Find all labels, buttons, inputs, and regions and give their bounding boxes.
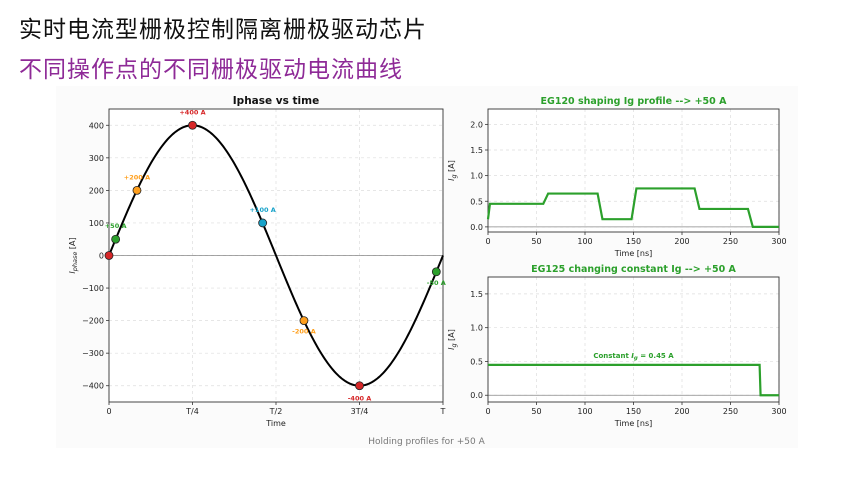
chart3-y-tick-label: 1.0 — [470, 324, 483, 333]
chart1-operating-point — [188, 120, 197, 130]
chart1-operating-point — [431, 267, 441, 277]
chart1-title: Iphase vs time — [233, 95, 319, 107]
chart2-x-tick-label: 50 — [531, 237, 541, 246]
chart2-y-tick-label: 1.0 — [470, 172, 483, 181]
chart1-x-tick-label: T/4 — [185, 407, 199, 416]
chart2-x-tick-label: 200 — [674, 237, 689, 246]
chart2-x-tick-label: 100 — [577, 237, 592, 246]
chart1-operating-point — [111, 234, 121, 244]
chart1-y-tick-label: −200 — [82, 317, 104, 326]
chart1-operating-point — [355, 381, 364, 391]
chart1-x-tick-label: 0 — [106, 407, 111, 416]
chart3-constant-annotation: Constant Ig = 0.45 A — [593, 352, 674, 362]
chart3-axes-frame — [487, 276, 780, 403]
chart3-x-tick-label: 300 — [771, 407, 786, 416]
slide-subtitle: 不同操作点的不同栅极驱动电流曲线 — [19, 57, 403, 83]
chart1-y-tick-label: 300 — [89, 154, 104, 163]
chart1-point-label: +400 A — [179, 108, 205, 116]
chart1-point-label: -50 A — [427, 279, 446, 287]
chart1-point-label: +100 A — [249, 206, 275, 214]
slide-title: 实时电流型栅极控制隔离栅极驱动芯片 — [19, 17, 427, 43]
chart1-point-label: -400 A — [348, 395, 372, 403]
chart3-x-tick-label: 0 — [485, 407, 490, 416]
chart1-x-tick-label: T/2 — [269, 407, 283, 416]
figure-footer: Holding profiles for +50 A — [368, 437, 485, 447]
chart3-x-tick-label: 250 — [723, 407, 738, 416]
chart3-y-tick-label: 1.5 — [470, 290, 483, 299]
chart3-x-tick-label: 200 — [674, 407, 689, 416]
figure-panel: 0 T/4 T/2 3T/4 T −400 −300 −200 −100 0 100 200 300 40… — [56, 86, 798, 448]
chart2-y-tick-label: 0.0 — [470, 223, 483, 232]
chart2-x-tick-label: 250 — [723, 237, 738, 246]
chart1-x-tick-label: T — [440, 407, 446, 416]
chart3-x-tick-label: 150 — [626, 407, 641, 416]
figure-svg: 0 T/4 T/2 3T/4 T −400 −300 −200 −100 0 100 200 300 40… — [68, 95, 787, 428]
chart2-y-tick-label: 0.5 — [470, 197, 483, 206]
chart1-point-label: +50 A — [105, 222, 127, 230]
chart1-y-tick-label: 0 — [99, 252, 104, 261]
chart1-x-tick-label: 3T/4 — [351, 407, 369, 416]
chart1-y-axis-label: Iphase [A] — [68, 237, 79, 273]
chart2-x-axis-label: Time [ns] — [614, 249, 653, 258]
chart1-operating-point — [104, 251, 114, 260]
chart3-x-tick-label: 50 — [531, 407, 541, 416]
chart1-y-tick-label: −300 — [82, 349, 104, 358]
chart2-title: EG120 shaping Ig profile --> +50 A — [541, 96, 728, 107]
chart2-y-tick-label: 1.5 — [470, 146, 483, 155]
chart2-y-tick-label: 2.0 — [470, 120, 483, 129]
chart1-y-tick-label: 400 — [89, 121, 104, 130]
chart3-y-tick-label: 0.0 — [470, 391, 483, 400]
chart3-title: EG125 changing constant Ig --> +50 A — [531, 264, 736, 275]
chart2-x-tick-label: 300 — [771, 237, 786, 246]
chart1-operating-point — [258, 218, 268, 228]
chart2-x-tick-label: 0 — [485, 237, 490, 246]
chart1-y-tick-label: −100 — [82, 284, 104, 293]
chart1-y-tick-label: −400 — [82, 382, 104, 391]
chart3-x-axis-label: Time [ns] — [614, 419, 653, 428]
chart1-sine-curve — [108, 124, 444, 387]
chart2-ig-profile-line — [486, 187, 779, 228]
chart1-point-label: +200 A — [124, 173, 150, 181]
chart1-point-label: -200 A — [292, 328, 316, 336]
chart3-y-tick-label: 0.5 — [470, 357, 483, 366]
chart1-x-axis-label: Time — [265, 419, 286, 428]
chart2-y-axis-label: Ig [A] — [447, 160, 458, 181]
chart1-operating-point — [132, 185, 142, 195]
chart3-ig-profile-line — [488, 363, 779, 397]
chart1-y-tick-label: 200 — [89, 186, 104, 195]
chart2-x-tick-label: 150 — [626, 237, 641, 246]
chart3-x-tick-label: 100 — [577, 407, 592, 416]
chart1-operating-point — [299, 316, 309, 326]
chart1-y-tick-label: 100 — [89, 219, 104, 228]
chart3-y-axis-label: Ig [A] — [447, 329, 458, 350]
chart2-axes-frame — [487, 108, 780, 233]
